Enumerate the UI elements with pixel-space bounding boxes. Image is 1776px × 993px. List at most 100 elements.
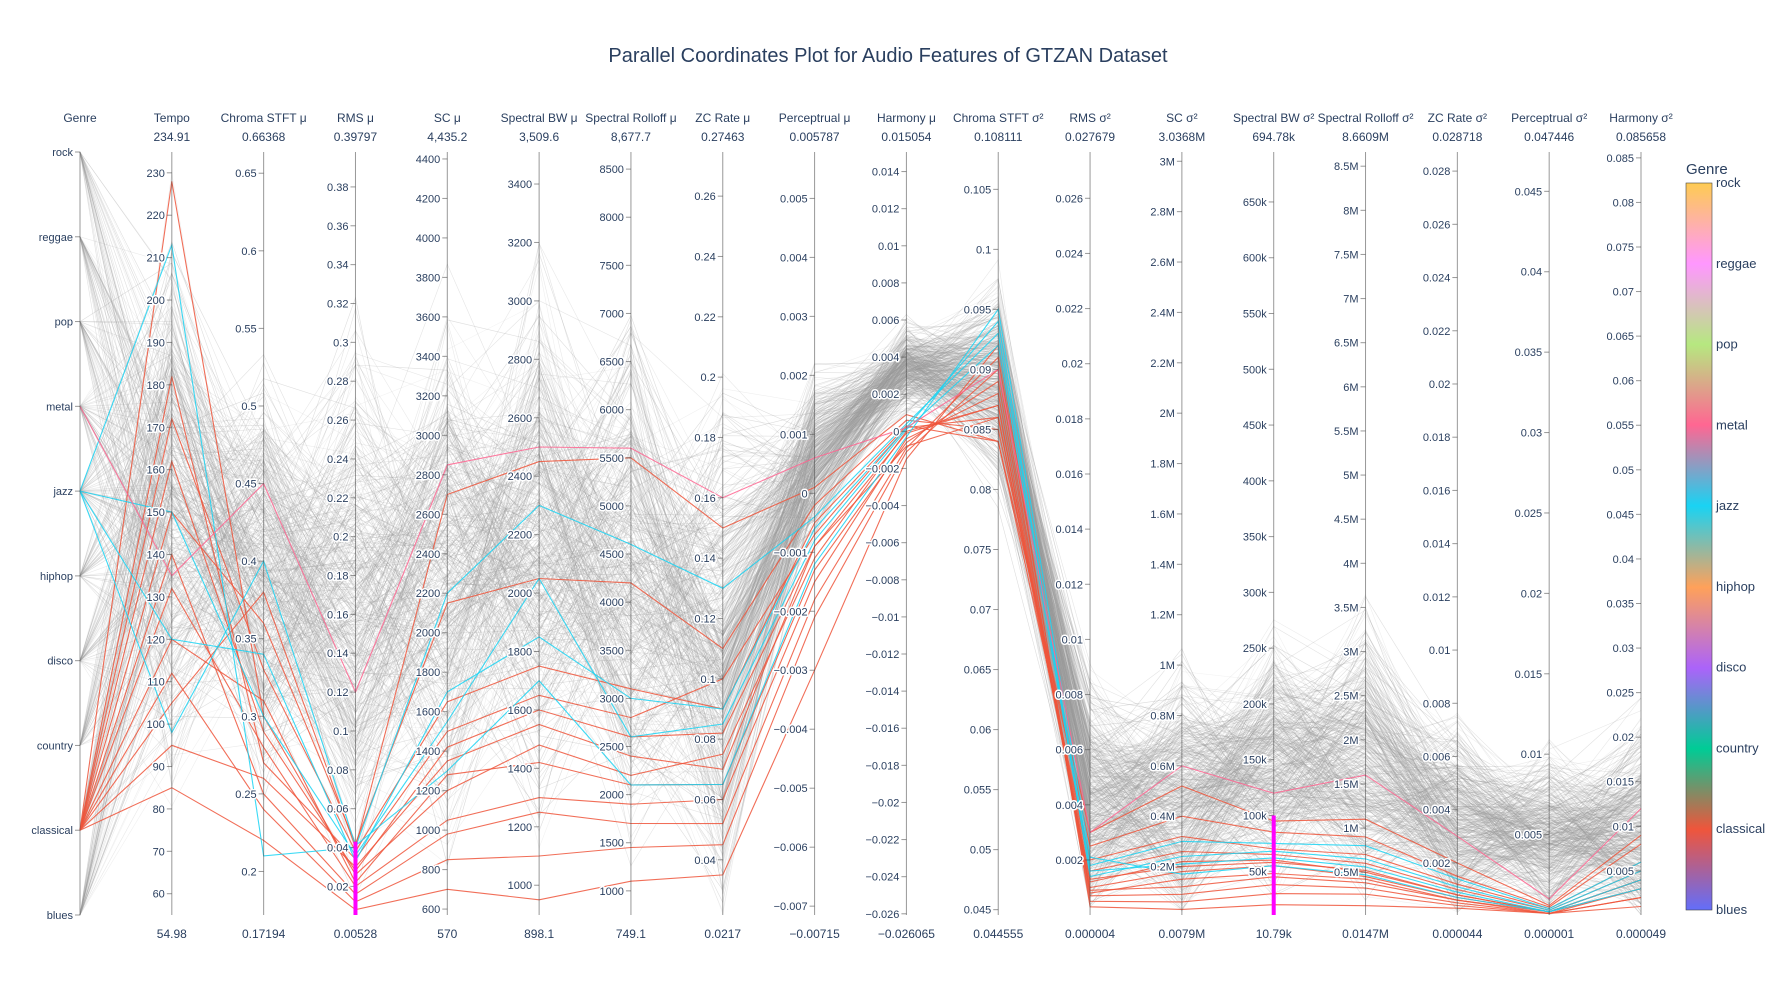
tick-label: 0.18 xyxy=(327,571,348,583)
background-line xyxy=(79,253,1642,869)
background-line xyxy=(79,326,1642,915)
tick-label: 3200 xyxy=(508,237,532,249)
axis-3[interactable]: RMS μ 0.39797 0.00528 0.38 0.36 0.34 0.32 0.3 0.… xyxy=(326,111,378,941)
background-line xyxy=(79,365,1642,904)
tick-label: 1600 xyxy=(416,707,440,719)
axis-max-label: 0.015054 xyxy=(881,130,931,144)
tick-label: 0 xyxy=(893,426,899,438)
axis-11[interactable]: RMS σ² 0.027679 0.000004 0.026 0.024 0.022 0.0… xyxy=(1054,111,1116,941)
axis-12[interactable]: SC σ² 3.0368M 0.0079M 3M 2.8M 2.6M 2.4M 2.2M 2M 1… xyxy=(1149,111,1205,941)
background-line xyxy=(79,354,1642,912)
axis-10[interactable]: Chroma STFT σ² 0.108111 0.044555 0.105 0.1 0.… xyxy=(953,111,1044,941)
axis-7[interactable]: ZC Rate μ 0.27463 0.0217 0.26 0.24 0.22 0.2 0.1… xyxy=(693,111,750,941)
background-line xyxy=(79,353,1642,852)
background-line xyxy=(79,358,1642,916)
tick-label: 170 xyxy=(146,422,164,434)
background-line xyxy=(79,345,1642,855)
background-line xyxy=(79,356,1642,860)
tick-label: 0.32 xyxy=(327,298,348,310)
tick-label: 0.065 xyxy=(1606,331,1634,343)
axis-name: Chroma STFT σ² xyxy=(953,111,1044,125)
background-line xyxy=(79,321,1642,859)
background-line xyxy=(79,335,1642,916)
background-line xyxy=(79,354,1642,910)
axis-2[interactable]: Chroma STFT μ 0.66368 0.17194 0.65 0.6 0.55 0.… xyxy=(221,111,307,941)
axis-constraint-range[interactable] xyxy=(1271,815,1276,915)
axis-1[interactable]: Tempo 234.91 54.98 230 220 210 200 190 180 170 160… xyxy=(145,111,191,941)
tick-label: 2600 xyxy=(416,509,440,521)
background-line xyxy=(79,360,1642,872)
tick-label: 0.085 xyxy=(1606,153,1634,165)
tick-label: 0.14 xyxy=(694,553,715,565)
tick-label: 2.5M xyxy=(1334,691,1358,703)
background-line xyxy=(79,321,1642,855)
axis-14[interactable]: Spectral Rolloff σ² 8.6609M 0.0147M 8.5M 8M 7… xyxy=(1318,111,1414,941)
tick-label: 1500 xyxy=(599,838,623,850)
axis-13[interactable]: Spectral BW σ² 694.78k 10.79k 650k 600k 550k 5… xyxy=(1233,111,1314,941)
axis-max-label: 8.6609M xyxy=(1342,130,1389,144)
background-line xyxy=(79,400,1642,837)
tick-label: 0.07 xyxy=(970,605,991,617)
background-line xyxy=(79,318,1642,903)
tick-label: 0.4M xyxy=(1150,811,1174,823)
tick-label: 1.8M xyxy=(1150,459,1174,471)
axis-15[interactable]: ZC Rate σ² 0.028718 0.000044 0.028 0.026 0.02… xyxy=(1421,111,1487,941)
tick-label: 230 xyxy=(146,168,164,180)
tick-label: 0.34 xyxy=(327,260,348,272)
background-line xyxy=(79,372,1642,861)
background-line xyxy=(79,321,1642,886)
axis-0[interactable]: Genre rock reggae pop metal jazz hiphop disco co… xyxy=(30,111,97,924)
background-line xyxy=(79,366,1642,871)
tick-label: 0.018 xyxy=(1423,432,1451,444)
axis-16[interactable]: Perceptrual σ² 0.047446 0.000001 0.045 0.04 0… xyxy=(1511,111,1587,941)
background-line xyxy=(79,348,1642,881)
tick-label: 100 xyxy=(146,719,164,731)
tick-label: hiphop xyxy=(40,571,73,583)
tick-label: classical xyxy=(31,825,73,837)
background-line xyxy=(79,236,1642,829)
axis-5[interactable]: Spectral BW μ 3,509.6 898.1 3400 3200 3000 280… xyxy=(501,111,578,941)
tick-label: 180 xyxy=(146,380,164,392)
background-line xyxy=(79,330,1642,916)
background-line xyxy=(79,369,1642,857)
background-line xyxy=(79,151,1642,880)
background-line xyxy=(79,350,1642,836)
background-line xyxy=(79,321,1642,867)
background-line xyxy=(79,321,1642,864)
axis-6[interactable]: Spectral Rolloff μ 8,677.7 749.1 8500 8000 75… xyxy=(585,111,676,941)
background-line xyxy=(79,336,1642,905)
background-line xyxy=(79,360,1642,863)
background-line xyxy=(79,259,1642,910)
axis-4[interactable]: SC μ 4,435.2 570 4400 4200 4000 3800 3600 3400 32… xyxy=(414,111,468,941)
background-line xyxy=(79,304,1642,916)
tick-label: 0.45 xyxy=(235,479,256,491)
tick-label: 0.005 xyxy=(1606,866,1634,878)
tick-label: 0.1 xyxy=(700,674,715,686)
background-line xyxy=(79,361,1642,887)
background-line xyxy=(79,339,1642,899)
tick-label: 0.016 xyxy=(1056,469,1084,481)
tick-label: 0.1 xyxy=(976,244,991,256)
tick-label: 190 xyxy=(146,337,164,349)
tick-label: 0.02 xyxy=(1521,588,1542,600)
background-line xyxy=(79,363,1642,864)
axis-9[interactable]: Harmony μ 0.015054 −0.026065 0.014 0.012 0.01… xyxy=(864,111,936,941)
colorbar-label-pop: pop xyxy=(1716,337,1738,352)
background-line xyxy=(79,305,1642,851)
axis-8[interactable]: Perceptrual μ 0.005787 −0.00715 0.005 0.004 0… xyxy=(772,111,851,941)
background-line xyxy=(79,357,1642,831)
background-line xyxy=(79,362,1642,838)
data-line-classical-5 xyxy=(79,419,1642,908)
background-line xyxy=(79,365,1642,911)
tick-label: 3400 xyxy=(416,351,440,363)
background-line xyxy=(79,332,1642,916)
background-line xyxy=(79,319,1642,916)
background-line xyxy=(79,297,1642,895)
axis-17[interactable]: Harmony σ² 0.085658 0.000049 0.085 0.08 0.075… xyxy=(1605,111,1673,941)
background-line xyxy=(79,321,1642,904)
tick-label: 0.012 xyxy=(872,204,900,216)
background-line xyxy=(79,341,1642,897)
axis-constraint-range[interactable] xyxy=(353,841,358,915)
tick-label: 8500 xyxy=(599,164,623,176)
background-line xyxy=(79,236,1642,866)
